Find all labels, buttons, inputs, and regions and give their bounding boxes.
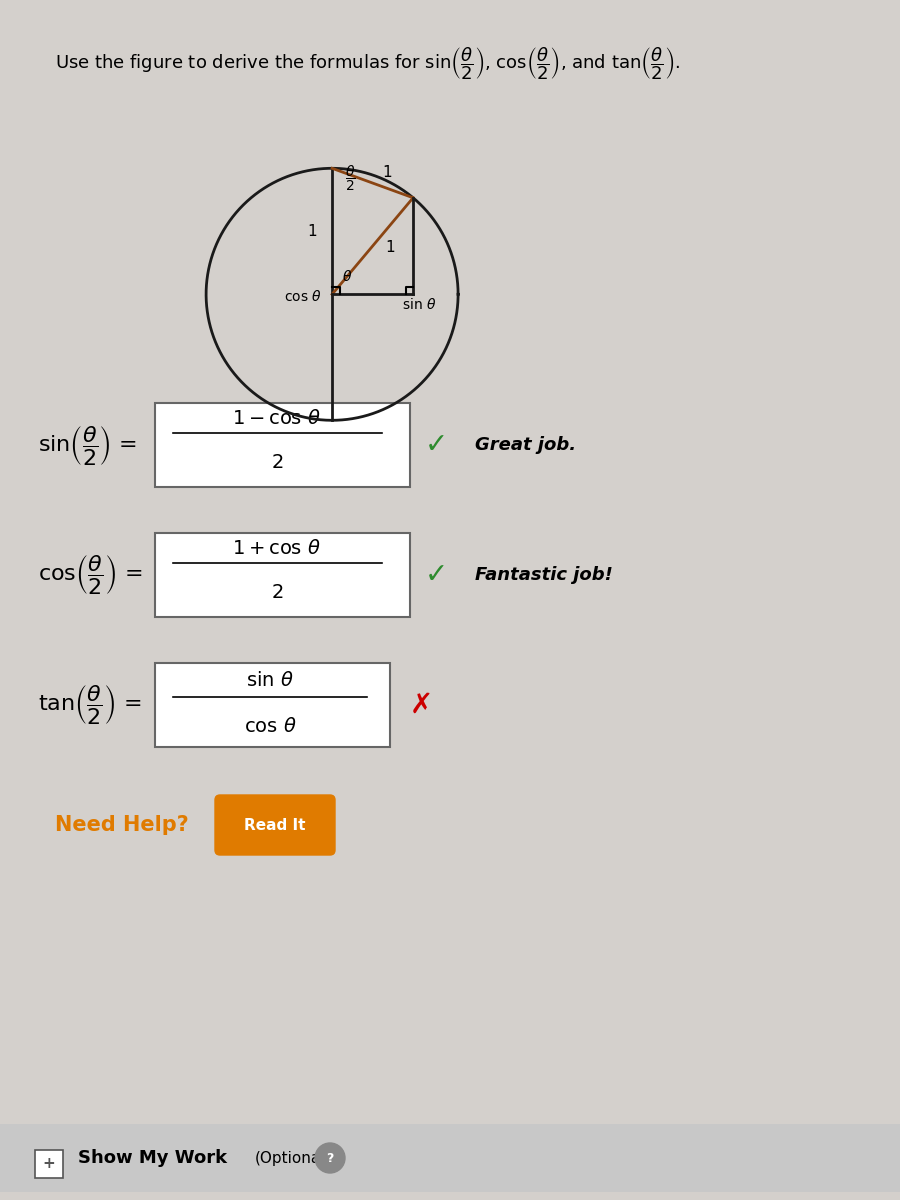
Text: Read It: Read It xyxy=(244,817,306,833)
Text: $1 + \cos\,\theta$: $1 + \cos\,\theta$ xyxy=(232,540,321,558)
FancyBboxPatch shape xyxy=(215,794,335,854)
FancyBboxPatch shape xyxy=(155,533,410,617)
FancyBboxPatch shape xyxy=(0,1124,900,1192)
FancyBboxPatch shape xyxy=(155,403,410,487)
Text: (Optional): (Optional) xyxy=(255,1151,331,1165)
Text: sin $\theta$: sin $\theta$ xyxy=(402,298,436,312)
Text: Fantastic job!: Fantastic job! xyxy=(475,566,613,584)
Text: ✓: ✓ xyxy=(425,431,448,458)
Text: Show My Work: Show My Work xyxy=(78,1150,227,1166)
Text: ✓: ✓ xyxy=(425,560,448,589)
Text: $\theta$: $\theta$ xyxy=(342,269,353,284)
Text: $\dfrac{\theta}{2}$: $\dfrac{\theta}{2}$ xyxy=(345,163,356,193)
Text: sin$\left(\dfrac{\theta}{2}\right)$ =: sin$\left(\dfrac{\theta}{2}\right)$ = xyxy=(38,424,137,467)
FancyBboxPatch shape xyxy=(35,1150,63,1178)
Text: Need Help?: Need Help? xyxy=(55,815,189,835)
FancyBboxPatch shape xyxy=(155,662,390,746)
Text: cos $\theta$: cos $\theta$ xyxy=(244,718,296,737)
Text: ✗: ✗ xyxy=(410,691,433,719)
Text: $2$: $2$ xyxy=(271,583,284,602)
Text: tan$\left(\dfrac{\theta}{2}\right)$ =: tan$\left(\dfrac{\theta}{2}\right)$ = xyxy=(38,684,141,726)
Text: Great job.: Great job. xyxy=(475,436,576,454)
Text: $2$: $2$ xyxy=(271,454,284,473)
Text: 1: 1 xyxy=(382,164,392,180)
Circle shape xyxy=(315,1142,345,1174)
Text: $1 - \cos\,\theta$: $1 - \cos\,\theta$ xyxy=(232,409,321,428)
Text: 1: 1 xyxy=(385,240,395,256)
Text: +: + xyxy=(42,1156,56,1171)
Text: sin $\theta$: sin $\theta$ xyxy=(247,672,293,690)
Text: cos $\theta$: cos $\theta$ xyxy=(284,289,322,305)
Text: Use the figure to derive the formulas for sin$\left(\dfrac{\theta}{2}\right)$, c: Use the figure to derive the formulas fo… xyxy=(55,44,680,82)
Text: ?: ? xyxy=(327,1152,334,1164)
Text: cos$\left(\dfrac{\theta}{2}\right)$ =: cos$\left(\dfrac{\theta}{2}\right)$ = xyxy=(38,553,142,596)
Text: 1: 1 xyxy=(308,223,317,239)
